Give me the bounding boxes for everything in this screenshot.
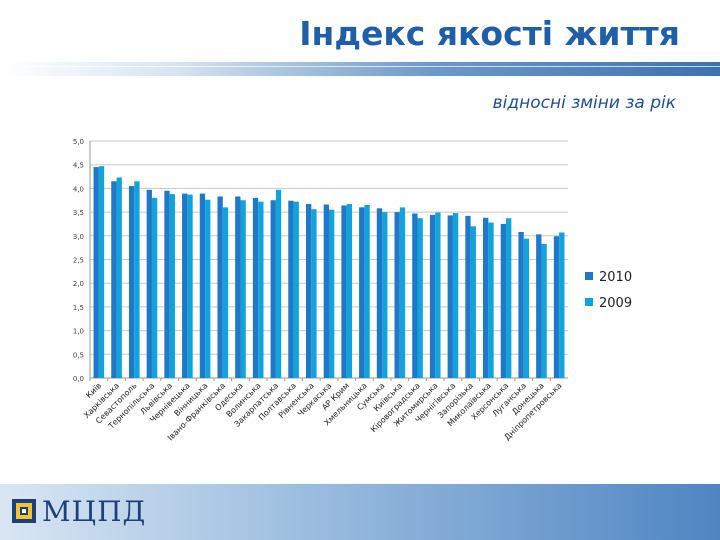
bar-2010 — [111, 181, 117, 378]
bar-2009 — [364, 204, 370, 378]
bar-2010 — [553, 236, 560, 378]
bar-2009 — [311, 209, 317, 378]
bar-2010 — [376, 208, 383, 378]
bar-2009 — [134, 181, 140, 378]
y-tick-label: 0,0 — [73, 375, 84, 383]
bar-2009 — [523, 238, 530, 378]
y-tick-label: 1,5 — [73, 304, 84, 312]
legend-label-2009: 2009 — [599, 296, 632, 311]
y-tick-label: 4,0 — [73, 185, 84, 193]
footer-band — [0, 484, 720, 540]
bar-2009 — [417, 218, 423, 378]
bar-2010 — [146, 189, 152, 378]
y-tick-label: 3,5 — [73, 209, 84, 217]
bar-2010 — [465, 215, 471, 378]
bar-2010 — [252, 197, 259, 378]
bar-2010 — [128, 186, 135, 378]
bar-2010 — [394, 212, 400, 378]
logo: МЦПД — [12, 492, 146, 530]
page-title: Індекс якості життя — [299, 14, 680, 53]
bar-2009 — [541, 243, 547, 378]
bar-2009 — [293, 201, 299, 378]
bar-2009 — [506, 218, 512, 378]
bar-2010 — [536, 234, 542, 378]
bar-2010 — [323, 204, 329, 378]
bar-2009 — [382, 212, 388, 378]
bar-2009 — [222, 207, 229, 378]
legend-swatch-2010 — [585, 272, 593, 280]
bar-2009 — [559, 232, 565, 378]
bar-2010 — [341, 205, 347, 378]
bar-2010 — [93, 167, 99, 378]
bar-chart: 0,00,51,01,52,02,53,03,54,04,55,0КиївХар… — [73, 138, 632, 442]
page-subtitle: відносні зміни за рік — [492, 93, 676, 113]
bar-2009 — [151, 197, 158, 378]
bar-2010 — [429, 214, 436, 378]
bar-2010 — [164, 190, 170, 378]
bar-2009 — [329, 209, 335, 378]
bar-2010 — [182, 193, 188, 378]
bar-2010 — [305, 204, 312, 378]
bar-2009 — [205, 199, 211, 378]
header-band — [0, 62, 720, 76]
bar-2009 — [452, 213, 459, 378]
bar-2009 — [346, 204, 353, 378]
legend-label-2010: 2010 — [599, 270, 632, 285]
bar-2010 — [270, 200, 276, 378]
y-tick-label: 0,5 — [73, 351, 84, 359]
y-tick-label: 1,0 — [73, 328, 84, 336]
y-tick-label: 3,0 — [73, 233, 84, 241]
bar-2010 — [235, 196, 241, 378]
logo-mark-icon — [12, 499, 36, 523]
bar-2010 — [288, 200, 294, 378]
bar-2009 — [116, 177, 122, 378]
y-tick-label: 2,5 — [73, 257, 84, 265]
logo-text: МЦПД — [42, 494, 147, 528]
bar-2009 — [435, 212, 441, 378]
bar-2010 — [412, 213, 418, 378]
y-tick-label: 5,0 — [73, 138, 84, 146]
bar-2010 — [447, 215, 453, 378]
bar-2009 — [258, 201, 264, 378]
bar-2010 — [483, 217, 489, 378]
bar-2010 — [518, 232, 524, 378]
bar-2009 — [399, 207, 406, 378]
y-tick-label: 4,5 — [73, 162, 84, 170]
legend-swatch-2009 — [585, 298, 593, 306]
bar-2010 — [500, 223, 507, 378]
bar-2009 — [488, 222, 494, 378]
bar-2009 — [187, 194, 193, 378]
bar-2009 — [275, 189, 282, 378]
bar-2010 — [217, 196, 223, 378]
bar-2009 — [470, 226, 476, 378]
bar-2009 — [169, 194, 175, 378]
bar-2010 — [199, 193, 206, 378]
y-tick-label: 2,0 — [73, 280, 84, 288]
bar-2009 — [240, 200, 246, 378]
bar-2009 — [98, 166, 105, 378]
bar-2010 — [359, 207, 365, 378]
